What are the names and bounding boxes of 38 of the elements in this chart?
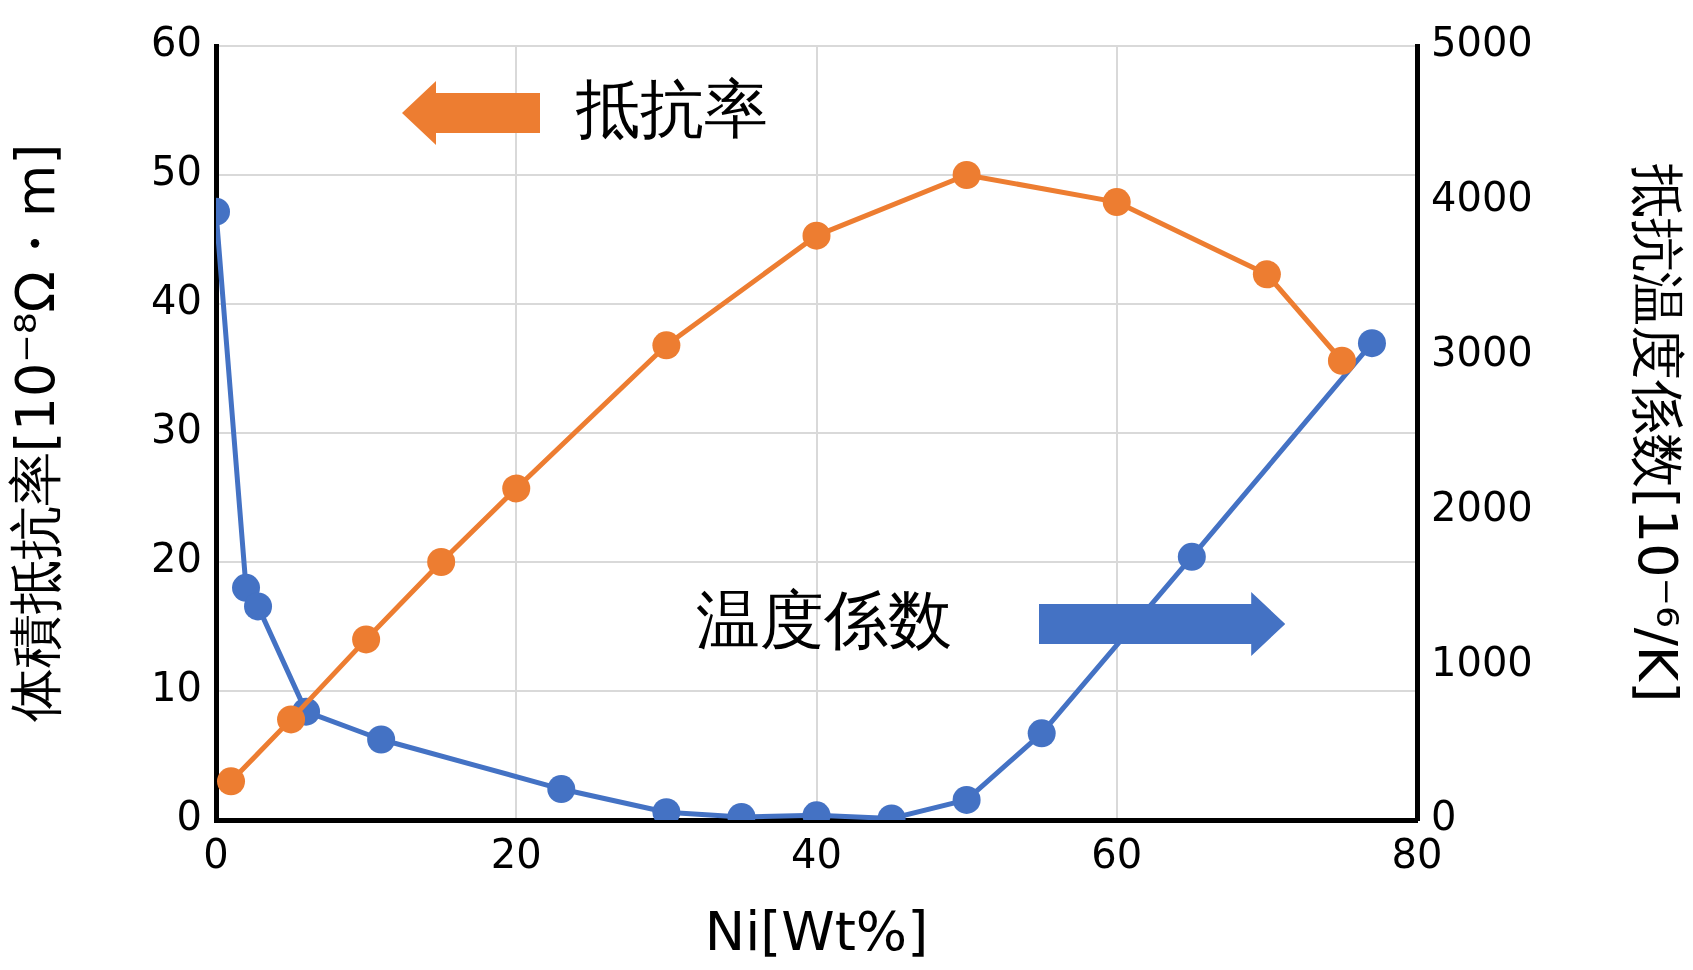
- y-tick-label: 30: [151, 406, 202, 453]
- y2-tick-label: 3000: [1431, 328, 1533, 375]
- point: [1252, 260, 1281, 289]
- y-tick-label: 10: [151, 664, 202, 711]
- point: [217, 767, 246, 796]
- y-tick-label: 40: [151, 277, 202, 324]
- point: [952, 161, 981, 189]
- annotation: 温度係数: [696, 582, 953, 657]
- x-tick-label: 20: [490, 831, 542, 878]
- point: [952, 785, 981, 814]
- point: [502, 474, 531, 503]
- y-tick-label: 60: [151, 19, 202, 66]
- y2-tick-label: 1000: [1431, 638, 1533, 685]
- x-axis-title: Ni[Wt%]: [704, 899, 929, 963]
- point: [1327, 346, 1356, 375]
- point: [244, 592, 273, 621]
- point: [547, 775, 576, 804]
- annotation: 抵抗率: [576, 71, 769, 146]
- y2-tick-label: 4000: [1431, 174, 1533, 221]
- point: [1102, 188, 1131, 217]
- point: [802, 221, 831, 250]
- point: [1177, 542, 1206, 571]
- y-tick-label: 50: [151, 148, 202, 195]
- y2-tick-label: 2000: [1431, 483, 1533, 530]
- x-tick-label: 40: [791, 831, 842, 878]
- y-tick-label: 20: [151, 535, 202, 582]
- y2-axis-title: 抵抗温度係数[10⁻⁶/K]: [1625, 162, 1689, 703]
- y-axis-title: 体積抵抗率[10⁻⁸Ω・m]: [4, 143, 68, 723]
- point: [652, 331, 681, 360]
- point: [352, 625, 381, 654]
- y-tick-label: 0: [176, 793, 202, 840]
- point: [277, 705, 306, 734]
- point: [367, 725, 396, 754]
- point: [1027, 719, 1056, 748]
- point: [1357, 329, 1386, 358]
- y2-tick-label: 5000: [1431, 19, 1533, 66]
- x-tick-label: 60: [1091, 831, 1143, 878]
- point: [427, 548, 456, 576]
